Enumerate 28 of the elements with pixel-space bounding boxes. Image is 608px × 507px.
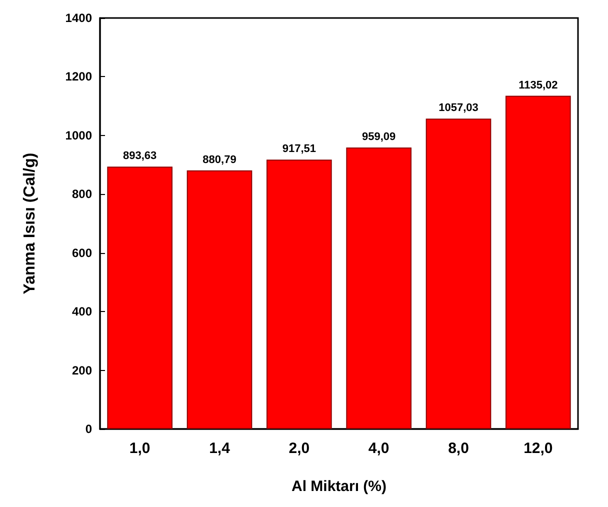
bar <box>346 147 412 429</box>
y-tick-label: 0 <box>85 422 92 436</box>
bar <box>107 166 172 429</box>
bar <box>266 160 332 429</box>
x-axis-title: Al Miktarı (%) <box>291 478 387 495</box>
y-tick-label: 1400 <box>65 11 92 25</box>
y-tick-label: 1200 <box>65 70 92 84</box>
data-label: 880,79 <box>202 154 236 166</box>
y-axis-title: Yanma Isısı (Cal/g) <box>22 152 38 294</box>
bar <box>186 170 252 429</box>
x-tick-label: 12,0 <box>524 440 553 457</box>
data-label: 959,09 <box>362 130 396 143</box>
y-tick-label: 200 <box>72 363 92 378</box>
data-label: 1135,02 <box>518 79 558 92</box>
bar <box>506 96 571 429</box>
bar <box>426 118 492 429</box>
data-label: 893,63 <box>123 150 157 162</box>
data-label: 917,51 <box>282 143 316 156</box>
y-tick-label: 800 <box>72 187 92 202</box>
y-tick-label: 400 <box>72 304 92 319</box>
x-tick-label: 2,0 <box>288 440 310 457</box>
x-tick-label: 1,0 <box>129 440 150 457</box>
data-label: 1057,03 <box>438 102 478 114</box>
y-tick-label: 1000 <box>65 128 92 142</box>
y-tick-label: 600 <box>72 246 92 260</box>
x-tick-label: 4,0 <box>368 440 390 457</box>
x-tick-label: 1,4 <box>209 440 231 457</box>
x-tick-label: 8,0 <box>448 440 469 457</box>
